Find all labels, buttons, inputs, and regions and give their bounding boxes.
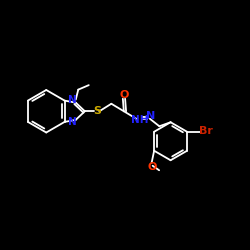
Text: N: N — [68, 117, 76, 127]
Text: Br: Br — [199, 126, 213, 136]
Text: NH: NH — [131, 115, 148, 125]
Text: N: N — [146, 111, 156, 121]
Text: O: O — [148, 162, 157, 172]
Text: N: N — [68, 95, 76, 105]
Text: S: S — [93, 106, 101, 116]
Text: O: O — [119, 90, 128, 100]
